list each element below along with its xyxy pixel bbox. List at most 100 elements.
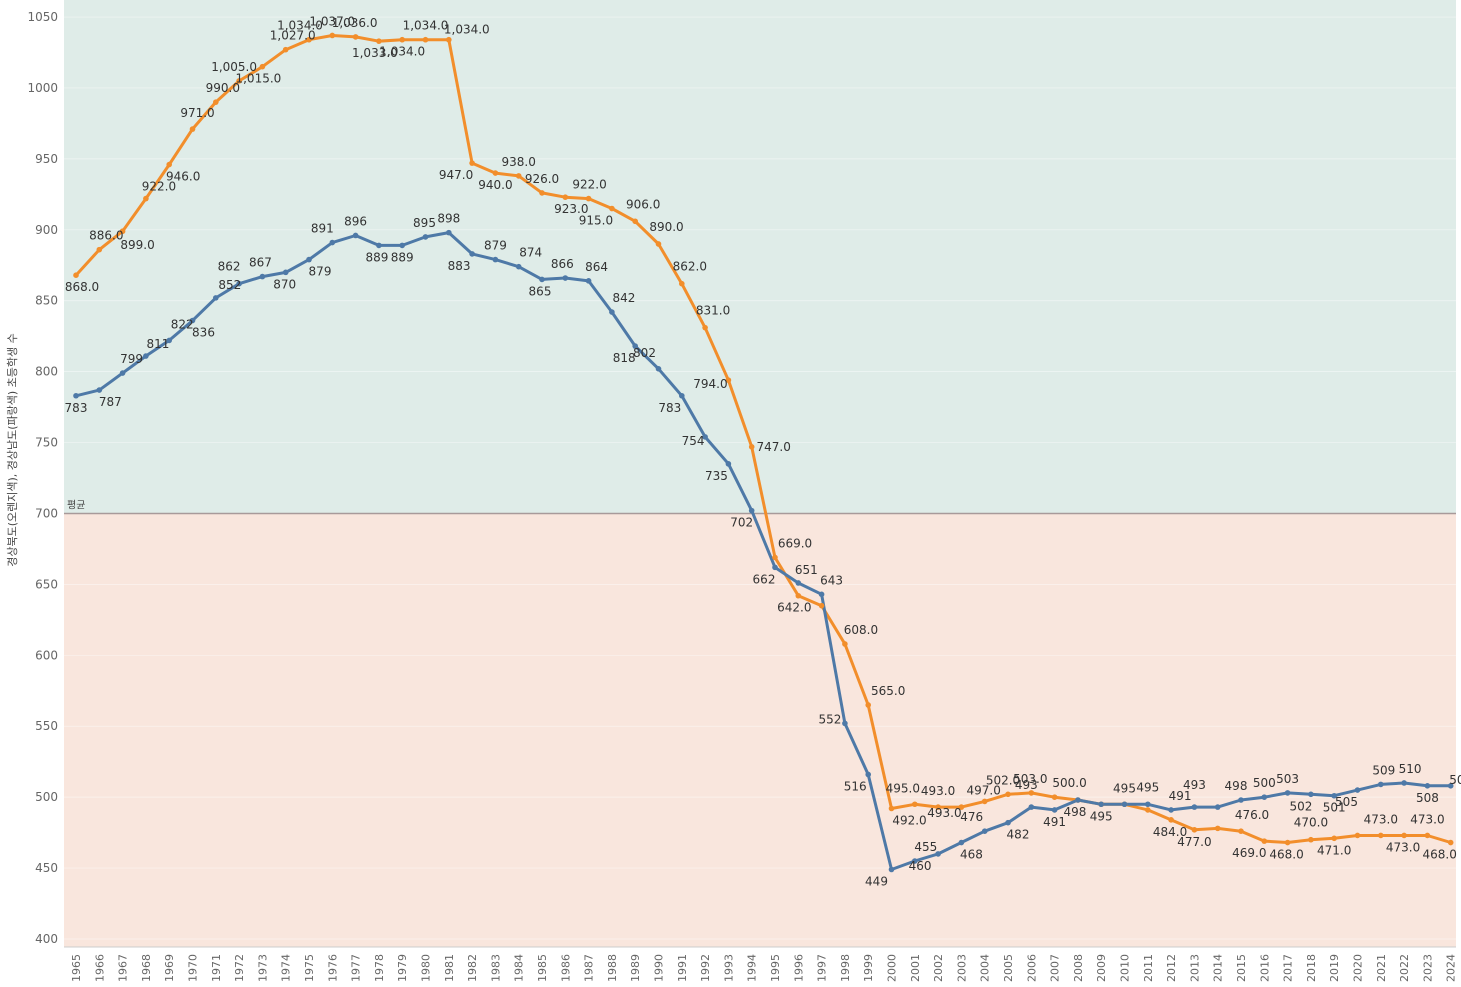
gyeongbuk-point: [469, 160, 475, 166]
gyeongbuk-data-label: 922.0: [572, 178, 606, 192]
gyeongbuk-point: [119, 228, 126, 235]
gyeongnam-line: [74, 231, 1453, 871]
gyeongnam-point: [73, 392, 79, 399]
gyeongnam-data-label: 482: [1007, 828, 1030, 842]
gyeongbuk-point: [1214, 825, 1221, 832]
series-points: [73, 32, 1454, 873]
gyeongnam-data-label: 842: [612, 291, 635, 305]
gyeongbuk-point: [446, 36, 452, 43]
y-tick-label: 1000: [27, 81, 58, 95]
gyeongnam-data-label: 879: [309, 265, 332, 279]
gyeongbuk-point: [1308, 836, 1314, 843]
gyeongbuk-point: [725, 377, 732, 383]
x-tick-label: 1971: [210, 954, 223, 982]
gyeongnam-point: [1424, 783, 1431, 789]
gyeongnam-data-label: 702: [730, 516, 753, 530]
x-tick-label: 1975: [303, 954, 316, 982]
gyeongbuk-data-label: 1,034.0: [403, 19, 449, 33]
series-lines: [74, 34, 1453, 871]
gyeongnam-point: [679, 392, 685, 399]
gyeongnam-data-label: 493: [1015, 778, 1038, 792]
gyeongnam-point: [422, 234, 429, 240]
gyeongnam-point: [702, 434, 708, 440]
gyeongnam-point: [282, 269, 289, 276]
x-tick-label: 1970: [187, 954, 200, 982]
gyeongnam-data-label: 498: [1063, 805, 1086, 819]
x-tick-label: 1982: [466, 954, 479, 982]
gyeongnam-data-label: 866: [551, 257, 574, 271]
x-tick-label: 1965: [70, 954, 83, 982]
gyeongnam-data-label: 552: [818, 712, 841, 726]
x-tick-label: 1995: [769, 954, 782, 982]
x-tick-label: 1991: [676, 954, 689, 982]
gyeongbuk-point: [189, 126, 196, 132]
gyeongnam-point: [539, 276, 545, 283]
gyeongbuk-data-label: 503.0: [1013, 772, 1047, 786]
gyeongbuk-data-label: 473.0: [1364, 812, 1398, 826]
x-tick-label: 1972: [233, 954, 246, 982]
x-tick-label: 1980: [420, 954, 433, 982]
gyeongbuk-data-label: 470.0: [1294, 816, 1328, 830]
gyeongbuk-point: [539, 190, 545, 196]
gyeongbuk-data-label: 923.0: [554, 202, 588, 216]
gyeongbuk-data-label: 926.0: [525, 172, 559, 186]
x-tick-label: 2001: [909, 954, 922, 982]
gyeongnam-point: [1051, 807, 1058, 813]
gyeongbuk-data-label: 862.0: [673, 260, 707, 274]
gyeongbuk-point: [1238, 828, 1244, 835]
gyeongbuk-data-label: 1,027.0: [270, 29, 316, 43]
gyeongnam-point: [1005, 819, 1011, 826]
gyeongbuk-data-label: 831.0: [696, 304, 730, 318]
gyeongbuk-data-label: 469.0: [1232, 846, 1266, 860]
gyeongbuk-point: [912, 801, 918, 808]
x-tick-label: 2008: [1072, 954, 1085, 982]
gyeongnam-data-label: 491: [1043, 815, 1066, 829]
x-tick-label: 2007: [1049, 954, 1062, 982]
gyeongnam-point: [1447, 783, 1454, 789]
x-tick-label: 2016: [1258, 954, 1271, 982]
gyeongbuk-data-label: 493.0: [921, 784, 955, 798]
gyeongnam-point: [772, 564, 778, 571]
gyeongbuk-point: [422, 36, 429, 43]
gyeongnam-data-label: 495: [1113, 781, 1136, 795]
x-tick-label: 1981: [443, 954, 456, 982]
gyeongnam-point: [655, 366, 662, 372]
average-reference-line: 평균: [64, 499, 1456, 515]
gyeongnam-data-label: 864: [585, 260, 608, 274]
gyeongbuk-data-label: 565.0: [871, 684, 905, 698]
gyeongnam-point: [1168, 807, 1174, 813]
y-tick-label: 800: [35, 365, 58, 379]
y-tick-label: 400: [35, 932, 58, 946]
x-tick-label: 1984: [513, 954, 526, 982]
y-tick-label: 500: [35, 790, 58, 804]
gyeongbuk-point: [1354, 832, 1361, 839]
gyeongnam-data-label: 852: [218, 278, 241, 292]
gyeongbuk-data-label: 906.0: [626, 197, 660, 211]
gyeongbuk-point: [492, 170, 499, 176]
gyeongnam-point: [306, 256, 312, 263]
x-tick-label: 2015: [1235, 954, 1248, 982]
gyeongbuk-point: [609, 205, 615, 212]
gyeongnam-point: [818, 591, 825, 598]
gyeongbuk-point: [1447, 839, 1454, 846]
x-tick-label: 2014: [1212, 954, 1225, 982]
gyeongnam-data-label: 491: [1169, 789, 1192, 803]
gyeongbuk-point: [842, 641, 848, 647]
x-tick-label: 1973: [256, 954, 269, 982]
gyeongbuk-point: [1051, 794, 1058, 800]
gyeongnam-data-label: 505: [1335, 795, 1358, 809]
x-tick-label: 1967: [117, 954, 130, 982]
y-tick-label: 550: [35, 719, 58, 733]
gyeongnam-data-label: 476: [960, 810, 983, 824]
y-tick-label: 900: [35, 223, 58, 237]
gyeongbuk-point: [935, 804, 941, 810]
y-tick-label: 600: [35, 648, 58, 662]
gyeongnam-point: [842, 720, 848, 727]
x-tick-label: 1989: [629, 954, 642, 982]
x-tick-label: 1992: [699, 954, 712, 982]
x-tick-label: 2011: [1142, 954, 1155, 982]
gyeongnam-data-label: 460: [909, 859, 932, 873]
band-below-average: [64, 513, 1456, 947]
gyeongnam-data-label: 508: [1449, 773, 1461, 787]
